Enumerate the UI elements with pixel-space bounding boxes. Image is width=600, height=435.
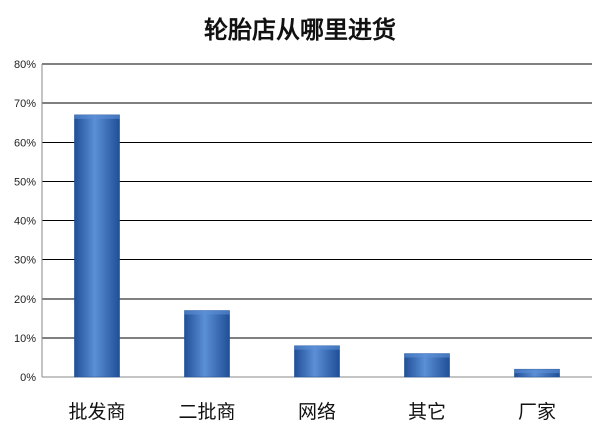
bar	[74, 114, 120, 378]
y-tick-label: 80%	[14, 59, 36, 71]
y-tick-label: 20%	[14, 294, 36, 306]
y-tick-label: 10%	[14, 333, 36, 345]
chart-title: 轮胎店从哪里进货	[204, 16, 396, 44]
bars	[74, 114, 560, 378]
x-category-labels: 批发商 二批商 网络 其它 厂家	[68, 401, 556, 423]
bar	[294, 345, 340, 378]
x-category-label: 网络	[298, 401, 336, 423]
y-tick-label: 70%	[14, 98, 36, 110]
y-tick-label: 0%	[20, 372, 36, 384]
x-category-label: 其它	[408, 401, 446, 423]
bar-cap	[404, 353, 450, 358]
bar-cap	[184, 310, 230, 315]
y-tick-label: 50%	[14, 176, 36, 188]
x-category-label: 厂家	[518, 401, 556, 423]
x-category-label: 批发商	[68, 401, 125, 423]
y-tick-label: 60%	[14, 137, 36, 149]
bar	[184, 310, 230, 378]
y-tick-label: 40%	[14, 216, 36, 228]
x-category-label: 二批商	[178, 401, 235, 423]
y-tick-labels: 0% 10% 20% 30% 40% 50% 60% 70% 80%	[14, 59, 36, 384]
bar-cap	[294, 345, 340, 350]
bar-cap	[74, 114, 120, 119]
y-tick-label: 30%	[14, 255, 36, 267]
gridlines	[42, 63, 592, 339]
bar-cap	[514, 369, 560, 374]
